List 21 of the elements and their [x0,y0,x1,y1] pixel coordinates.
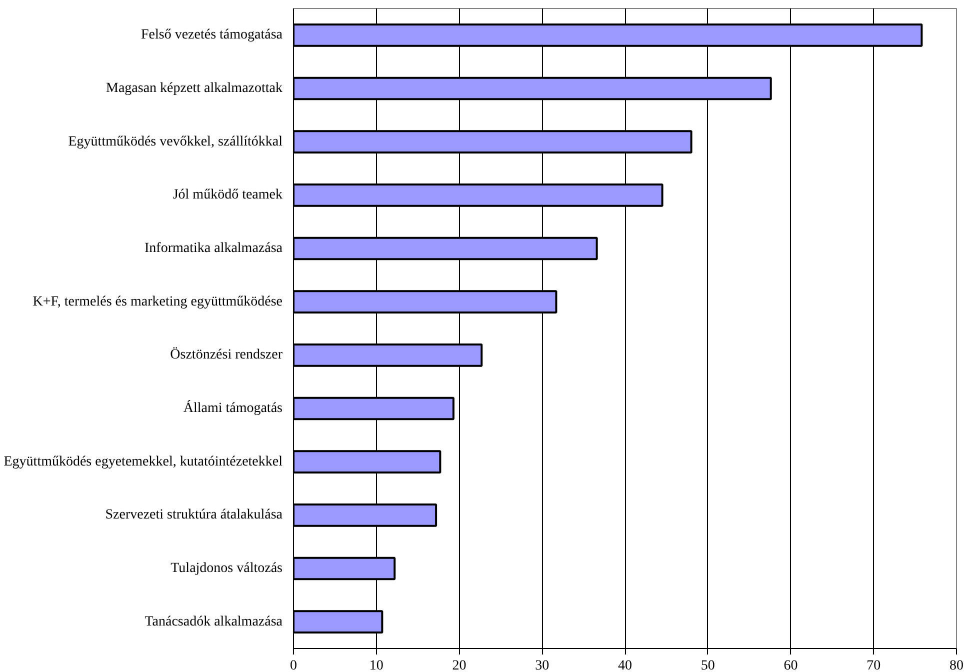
y-tick-label: Jól működő teamek [172,188,283,203]
y-tick-label: Magasan képzett alkalmazottak [106,81,283,96]
x-tick-label: 0 [290,658,297,672]
x-tick-label: 60 [784,658,798,672]
x-tick-label: 70 [866,658,881,672]
y-tick-label: Felső vezetés támogatása [140,28,284,43]
y-tick-label: Állami támogatás [183,399,283,416]
x-tick-label: 80 [950,658,964,672]
y-tick-label: Tanácsadók alkalmazása [144,614,284,630]
x-tick-label: 20 [452,658,466,672]
y-tick-label: K+F, termelés és marketing együttműködése [32,294,283,310]
y-tick-label: Szervezeti struktúra átalakulása [105,508,284,523]
y-tick-label: Együttműködés vevőkkel, szállítókkal [68,134,283,150]
y-tick-label: Együttműködés egyetemekkel, kutatóintézetekkel [4,454,283,470]
y-tick-label: Tulajdonos változás [170,561,283,576]
y-tick-label: Ösztönzési rendszer [170,346,283,363]
x-tick-label: 50 [700,658,715,672]
y-tick-label: Informatika alkalmazása [144,241,284,256]
x-tick-label: 40 [618,658,632,672]
x-tick-label: 10 [369,658,384,672]
x-tick-label: 30 [535,658,550,672]
